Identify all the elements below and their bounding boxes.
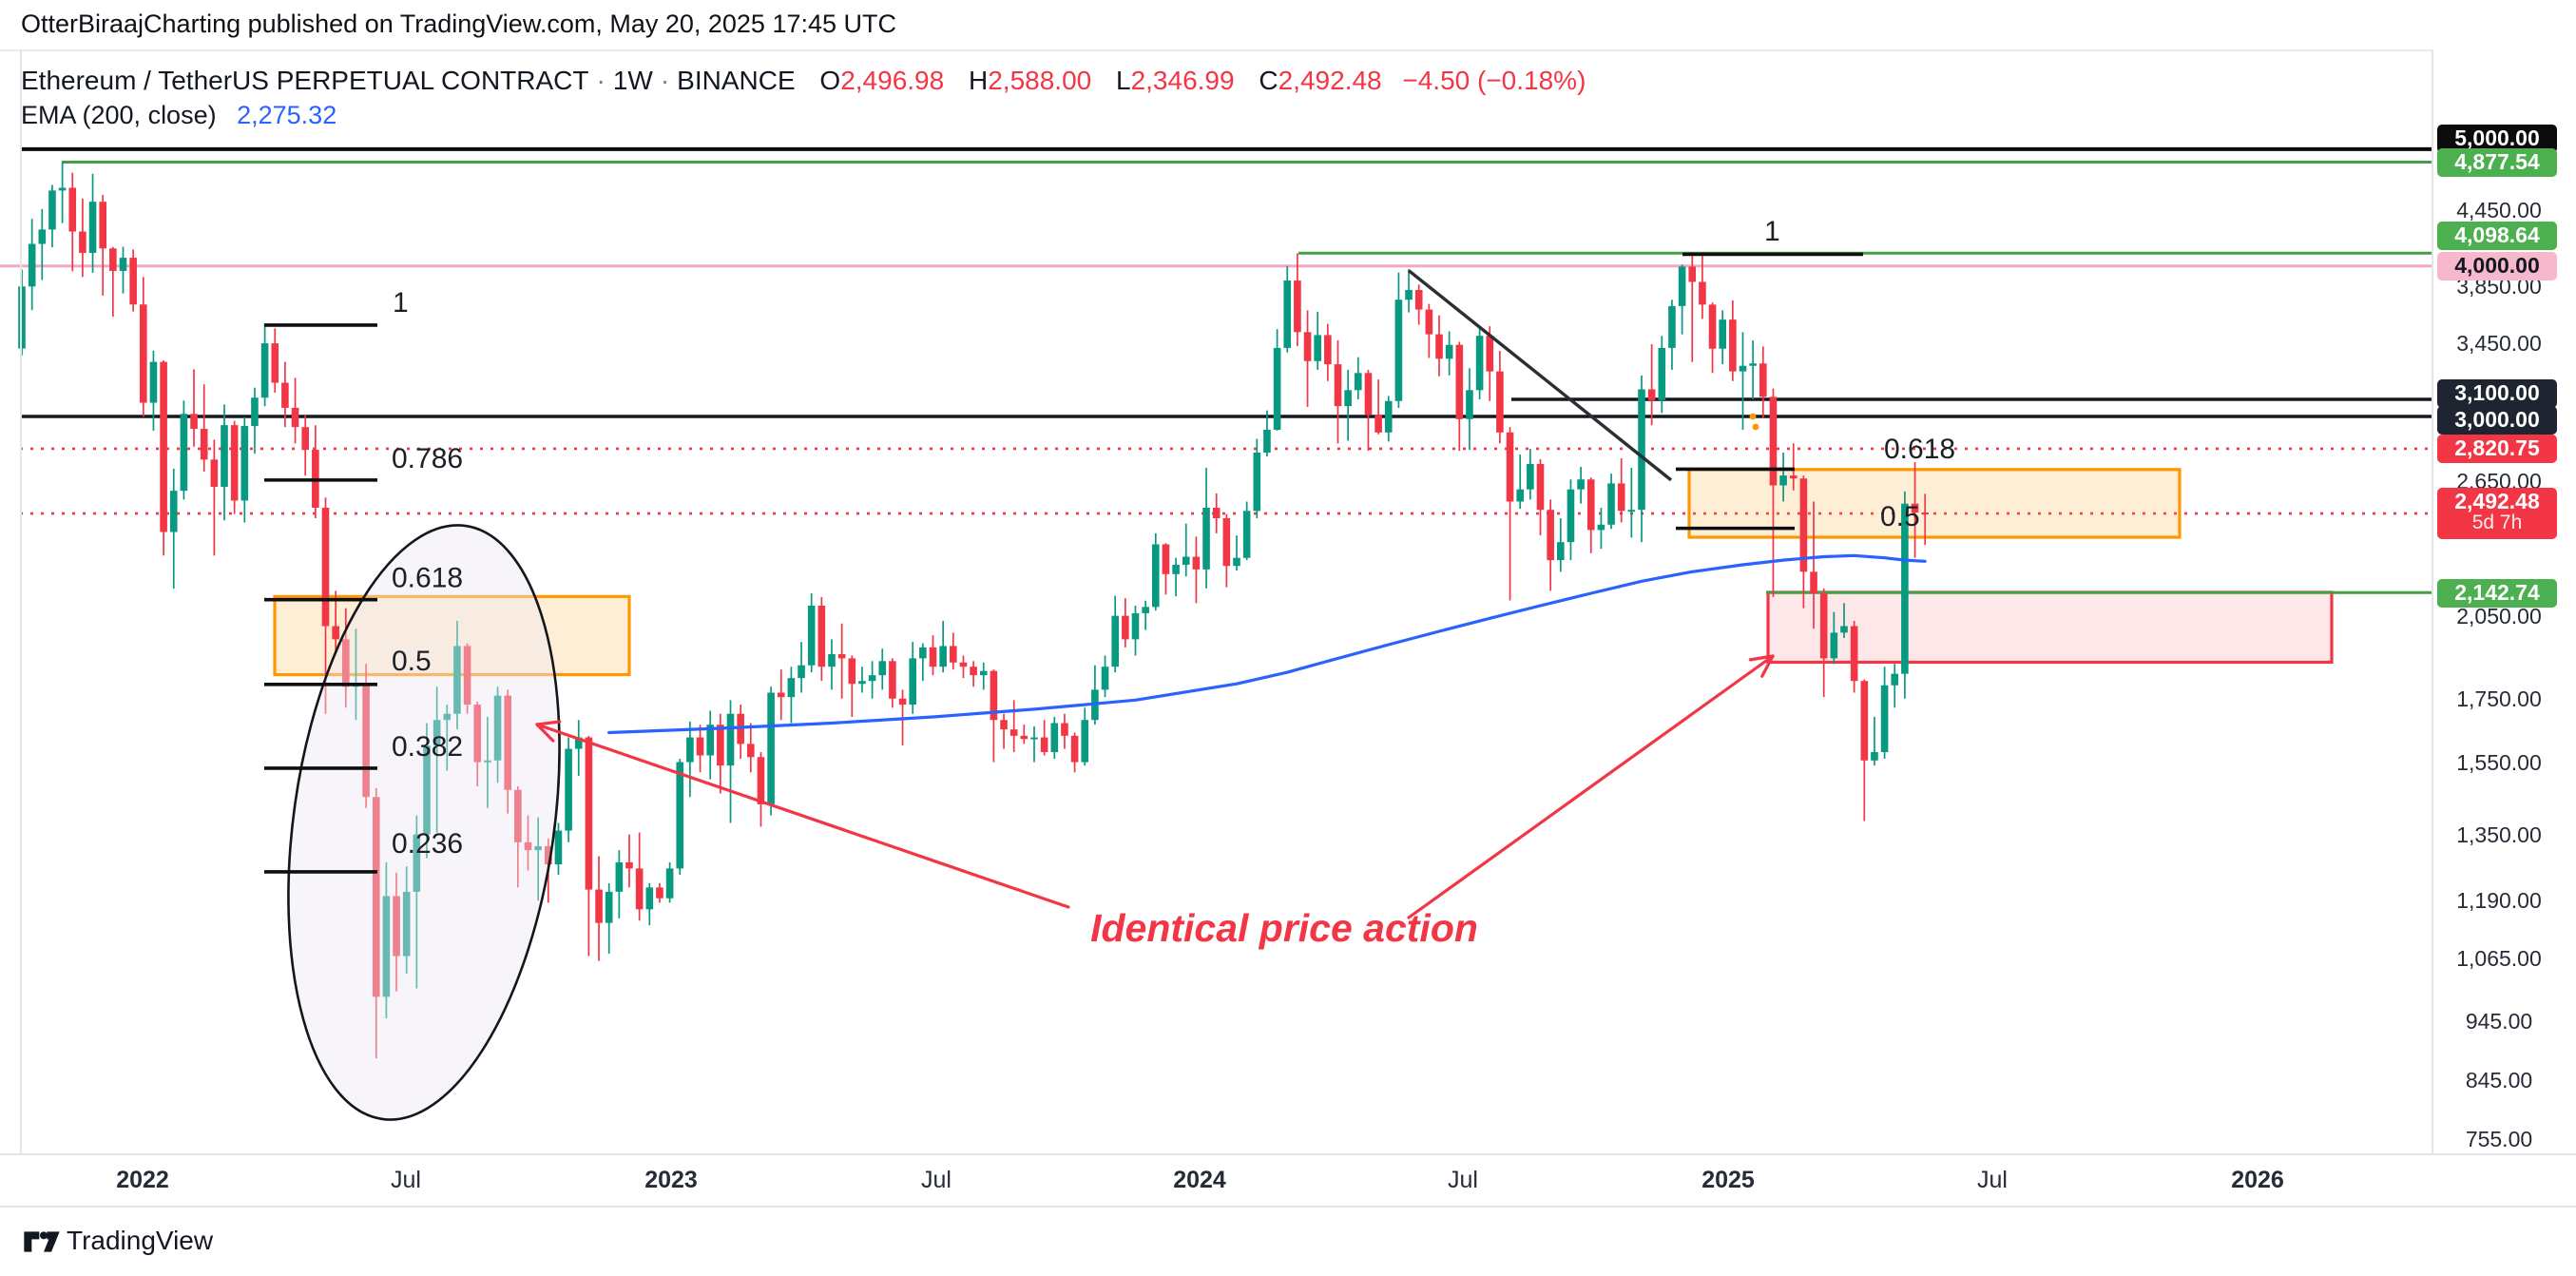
price-badge: 4,098.64 — [2437, 222, 2557, 250]
price-axis[interactable]: 4,450.00 3,850.00 3,450.00 2,650.00 2,050.00… — [2432, 49, 2576, 1153]
high-value: 2,588.00 — [988, 66, 1092, 95]
time-tick-Jul: Jul — [1977, 1167, 2008, 1193]
red-arrow-1[interactable] — [535, 723, 1070, 909]
fib-left-label-1: 1 — [393, 287, 409, 319]
red-arrow-2[interactable] — [1407, 654, 1775, 919]
separator-dot: · — [596, 66, 606, 95]
price-tick: 1,350.00 — [2456, 822, 2542, 847]
indicator-value: 2,275.32 — [237, 101, 337, 129]
fib-right-label-1: 1 — [1764, 216, 1780, 247]
price-tick: 1,750.00 — [2456, 686, 2542, 711]
red-arrowhead — [1760, 654, 1775, 678]
ellipse-annotation[interactable] — [253, 508, 594, 1137]
price-tick: 1,550.00 — [2456, 749, 2542, 775]
time-axis[interactable]: 2022 Jul 2023 Jul 2024 Jul 2025 Jul 2026 — [0, 1153, 2576, 1208]
price-tick: 945.00 — [2465, 1008, 2533, 1034]
price-tick: 845.00 — [2465, 1067, 2533, 1092]
time-tick-2026: 2026 — [2231, 1167, 2284, 1193]
red-arrowhead — [535, 720, 562, 726]
indicator-row[interactable]: EMA (200, close) 2,275.32 — [21, 99, 1586, 131]
time-tick-Jul: Jul — [921, 1167, 952, 1193]
interval-label[interactable]: 1W — [612, 66, 653, 95]
price-badge: 2,492.48 5d 7h — [2437, 488, 2557, 539]
open-label: O — [819, 66, 841, 95]
alert-dot — [1749, 413, 1757, 420]
fib-left-label-0.382: 0.382 — [392, 731, 463, 763]
symbol-row[interactable]: Ethereum / TetherUS PERPETUAL CONTRACT · 1… — [21, 63, 1586, 99]
descending-trendline[interactable] — [1407, 269, 1673, 482]
indicator-name[interactable]: EMA (200, close) — [21, 101, 217, 129]
publish-text: OtterBiraajCharting published on Trading… — [21, 10, 897, 38]
price-tick: 4,450.00 — [2456, 198, 2542, 222]
fib-left-label-0.618: 0.618 — [392, 563, 463, 594]
time-tick-2023: 2023 — [644, 1167, 698, 1193]
chart-legend: Ethereum / TetherUS PERPETUAL CONTRACT · 1… — [21, 63, 1586, 131]
separator-dot: · — [660, 66, 670, 95]
close-label: C — [1259, 66, 1278, 95]
price-badge: 2,820.75 — [2437, 435, 2557, 463]
right-demand-zone[interactable] — [1766, 590, 2334, 665]
change-value: −4.50 (−0.18%) — [1402, 66, 1586, 95]
time-tick-Jul: Jul — [391, 1167, 421, 1193]
high-label: H — [968, 66, 989, 95]
time-tick-Jul: Jul — [1448, 1167, 1478, 1193]
price-tick: 3,450.00 — [2456, 331, 2542, 357]
price-tick: 1,190.00 — [2456, 888, 2542, 914]
close-value: 2,492.48 — [1278, 66, 1382, 95]
time-tick-2022: 2022 — [116, 1167, 169, 1193]
fib-left-label-0.5: 0.5 — [392, 646, 432, 677]
footer: TradingView — [0, 1206, 2576, 1276]
price-tick: 755.00 — [2465, 1126, 2533, 1151]
symbol-title[interactable]: Ethereum / TetherUS PERPETUAL CONTRACT — [21, 66, 589, 95]
plot-left-spine — [20, 49, 22, 1153]
tradingview-brand-text[interactable]: TradingView — [67, 1226, 214, 1255]
exchange-label[interactable]: BINANCE — [677, 66, 796, 95]
tradingview-logo-icon[interactable] — [23, 1224, 61, 1260]
price-badge: 3,100.00 — [2437, 379, 2557, 408]
countdown-timer: 5d 7h — [2471, 512, 2523, 533]
identical-price-action-label[interactable]: Identical price action — [1090, 906, 1478, 950]
price-badge: 4,000.00 — [2437, 252, 2557, 280]
open-value: 2,496.98 — [840, 66, 945, 95]
price-badge: 3,000.00 — [2437, 406, 2557, 435]
time-tick-2025: 2025 — [1701, 1167, 1755, 1193]
low-label: L — [1116, 66, 1131, 95]
ema-200-line[interactable] — [607, 553, 1927, 735]
red-arrowhead — [1748, 654, 1775, 662]
fib-right-label-0.618: 0.618 — [1884, 434, 1955, 465]
low-value: 2,346.99 — [1130, 66, 1235, 95]
time-tick-2024: 2024 — [1173, 1167, 1226, 1193]
red-arrowhead — [535, 723, 555, 743]
price-badge: 2,142.74 — [2437, 579, 2557, 608]
alert-dot — [1752, 423, 1759, 431]
fib-right-label-0.5: 0.5 — [1880, 501, 1920, 532]
price-badge: 4,877.54 — [2437, 148, 2557, 177]
fib-left-label-0.786: 0.786 — [392, 443, 463, 474]
publish-bar: OtterBiraajCharting published on Trading… — [0, 0, 2576, 51]
fib-left-label-0.236: 0.236 — [392, 828, 463, 860]
candlestick-series — [18, 162, 1929, 1059]
price-tick: 1,065.00 — [2456, 946, 2542, 972]
